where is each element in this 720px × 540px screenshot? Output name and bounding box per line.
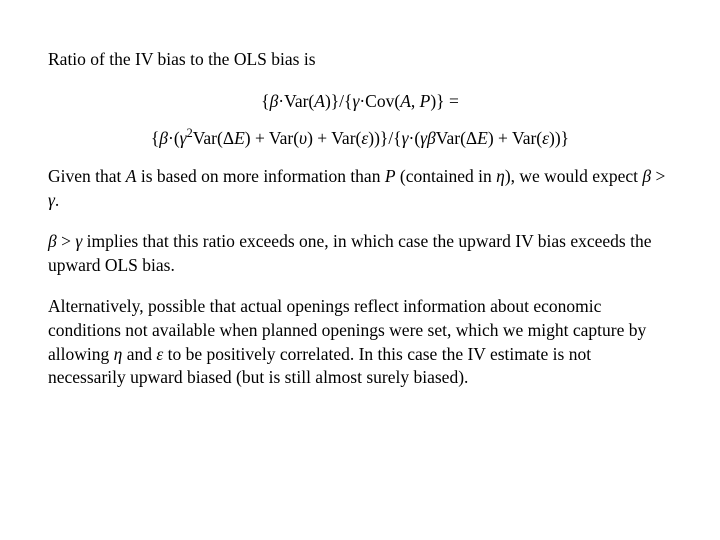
paragraph-3: β > γ implies that this ratio exceeds on… bbox=[48, 230, 672, 277]
eq2-plus-vare2: ) + Var( bbox=[488, 128, 542, 148]
p4-eta: η bbox=[114, 344, 123, 364]
p3-gt: > bbox=[57, 231, 76, 251]
eq1-P: P bbox=[420, 91, 431, 111]
eq2-paren: ·( bbox=[168, 128, 180, 148]
eq2-varDE: Var(Δ bbox=[193, 128, 234, 148]
eq1-mid: )}/{ bbox=[325, 91, 353, 111]
eq2-varDE2: Var(Δ bbox=[436, 128, 477, 148]
p2-P: P bbox=[385, 166, 396, 186]
p2-text-b: is based on more information than bbox=[136, 166, 384, 186]
equation-1: {β·Var(A)}/{γ·Cov(A, P)} = bbox=[48, 90, 672, 114]
eq1-comma: , bbox=[411, 91, 420, 111]
p2-text-c: (contained in bbox=[396, 166, 497, 186]
p2-period: . bbox=[55, 190, 59, 210]
p3-beta: β bbox=[48, 231, 57, 251]
eq1-var-open: ·Var( bbox=[278, 91, 314, 111]
p4-text-b: and bbox=[122, 344, 156, 364]
eq2-plus-vare: ) + Var( bbox=[307, 128, 361, 148]
p2-beta: β bbox=[642, 166, 651, 186]
eq1-close: )} = bbox=[430, 91, 458, 111]
p2-text-a: Given that bbox=[48, 166, 126, 186]
p2-A: A bbox=[126, 166, 137, 186]
p2-gamma: γ bbox=[48, 190, 55, 210]
eq1-brace-open: { bbox=[261, 91, 269, 111]
eq2-E2: E bbox=[477, 128, 488, 148]
eq1-cov-open: ·Cov( bbox=[359, 91, 400, 111]
eq2-gamma: γ bbox=[180, 128, 187, 148]
p3-text: implies that this ratio exceeds one, in … bbox=[48, 231, 651, 275]
eq2-gamma2: γ bbox=[402, 128, 409, 148]
eq1-A2: A bbox=[400, 91, 411, 111]
eq1-A: A bbox=[314, 91, 325, 111]
eq2-ups: υ bbox=[299, 128, 307, 148]
p2-text-d: ), we would expect bbox=[505, 166, 643, 186]
eq2-plus-varu: ) + Var( bbox=[245, 128, 299, 148]
p2-gt: > bbox=[651, 166, 665, 186]
eq2-paren2: ·( bbox=[409, 128, 421, 148]
eq1-beta: β bbox=[270, 91, 279, 111]
eq2-eps2: ε bbox=[542, 128, 549, 148]
eq2-gammabeta: γβ bbox=[420, 128, 436, 148]
eq2-E: E bbox=[234, 128, 245, 148]
document-page: Ratio of the IV bias to the OLS bias is … bbox=[0, 0, 720, 448]
paragraph-4: Alternatively, possible that actual open… bbox=[48, 295, 672, 390]
eq2-close: ))} bbox=[549, 128, 569, 148]
intro-line: Ratio of the IV bias to the OLS bias is bbox=[48, 48, 672, 72]
eq2-div: ))}/{ bbox=[368, 128, 401, 148]
intro-text: Ratio of the IV bias to the OLS bias is bbox=[48, 49, 316, 69]
equation-2: {β·(γ2Var(ΔE) + Var(υ) + Var(ε))}/{γ·(γβ… bbox=[48, 127, 672, 151]
p2-eta: η bbox=[496, 166, 505, 186]
eq2-beta: β bbox=[159, 128, 168, 148]
paragraph-2: Given that A is based on more informatio… bbox=[48, 165, 672, 212]
